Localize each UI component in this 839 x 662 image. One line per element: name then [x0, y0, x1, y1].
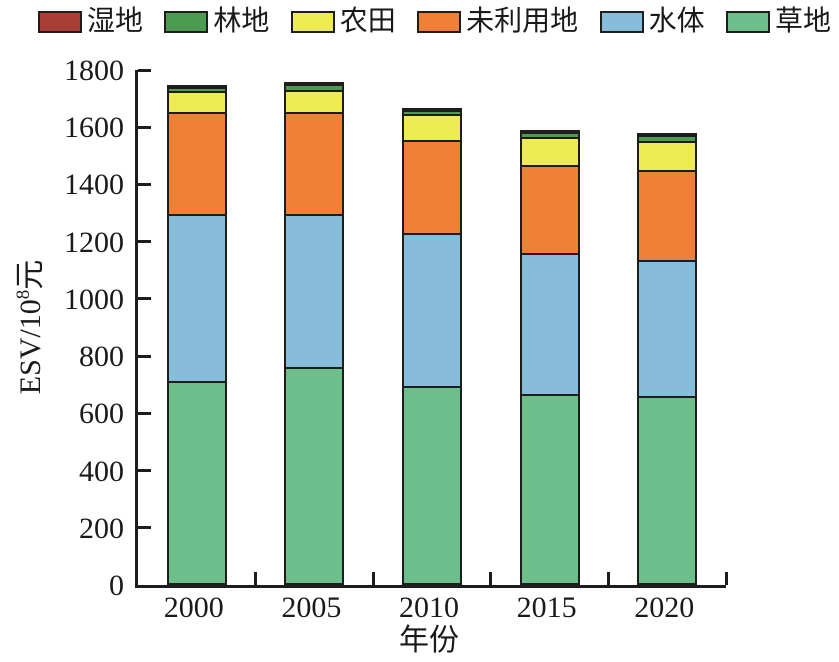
y-axis-tick [138, 240, 151, 244]
bar-segment-2020-林地 [638, 136, 697, 142]
bar-segment-2015-草地 [520, 395, 579, 584]
y-axis-tick [138, 125, 151, 129]
bar-segment-2010-农田 [403, 114, 461, 141]
bar-segment-2020-草地 [638, 396, 697, 584]
y-tick-label: 1000 [64, 282, 124, 316]
x-tick-label-2015: 2015 [516, 591, 577, 624]
y-tick-label: 1600 [64, 111, 124, 145]
legend-item-6: 草地 [725, 6, 831, 37]
legend-label: 林地 [213, 6, 270, 37]
legend: 湿地 林地 农田 未利用地 水体 草地 [38, 4, 831, 40]
bar-segment-2010-草地 [403, 386, 461, 584]
x-tick-label-2005: 2005 [281, 591, 342, 624]
bar-segment-2020-湿地 [638, 134, 697, 137]
bar-segment-2000-林地 [167, 87, 226, 92]
legend-label: 农田 [339, 6, 396, 37]
legend-swatch-icon [599, 11, 644, 33]
legend-item-1: 湿地 [38, 8, 143, 36]
bar-segment-2020-水体 [638, 260, 697, 397]
x-axis-tick [606, 572, 610, 585]
y-axis-tick [138, 182, 151, 186]
y-tick-label: 200 [79, 511, 124, 545]
bar-segment-2005-草地 [285, 368, 344, 584]
legend-label: 未利用地 [466, 6, 579, 37]
bar-segment-2000-未利用地 [167, 113, 226, 215]
y-tick-label: 400 [79, 454, 124, 488]
bar-segment-2010-未利用地 [403, 140, 461, 234]
x-tick-label-2010: 2010 [398, 591, 459, 624]
bar-segment-2005-林地 [285, 84, 344, 91]
legend-swatch-icon [417, 11, 462, 33]
bar-segment-2005-未利用地 [285, 113, 344, 215]
bar-segment-2020-未利用地 [638, 170, 697, 261]
bar-segment-2005-水体 [285, 214, 344, 368]
bar-segment-2015-湿地 [520, 131, 579, 134]
legend-swatch-icon [725, 11, 770, 33]
legend-item-4: 未利用地 [417, 8, 578, 36]
y-tick-label: 0 [109, 569, 124, 602]
y-axis-tick [138, 68, 151, 72]
x-tick-label-2000: 2000 [163, 591, 224, 624]
bar-segment-2015-农田 [520, 137, 579, 167]
stacked-bar-2015 [519, 130, 580, 585]
bar-segment-2015-林地 [520, 133, 579, 138]
x-tick-label-2020: 2020 [634, 591, 695, 624]
y-axis-tick [138, 297, 151, 301]
bar-segment-2010-湿地 [403, 108, 461, 111]
y-axis-title: ESV/108元 [13, 260, 47, 395]
stacked-bar-2005 [284, 81, 345, 585]
bar-segment-2000-草地 [167, 382, 226, 584]
x-axis-tick [254, 572, 258, 585]
y-tick-label: 1800 [64, 54, 124, 87]
bar-segment-2000-湿地 [167, 85, 226, 88]
legend-swatch-icon [164, 11, 209, 33]
stacked-bar-2010 [402, 107, 462, 585]
y-axis-tick [138, 526, 151, 530]
y-axis-tick [138, 411, 151, 415]
legend-swatch-icon [38, 11, 82, 33]
x-axis-title: 年份 [399, 624, 459, 657]
legend-swatch-icon [290, 11, 335, 33]
stacked-bar-2020 [637, 133, 698, 585]
plot-area [135, 68, 728, 588]
legend-item-2: 林地 [164, 8, 269, 36]
legend-label: 水体 [648, 6, 705, 37]
y-tick-label: 1400 [64, 168, 124, 202]
bar-segment-2005-农田 [285, 90, 344, 114]
stacked-bar-2000 [166, 84, 227, 585]
x-axis-tick [724, 572, 728, 585]
y-axis-tick [138, 354, 151, 358]
legend-item-5: 水体 [599, 6, 705, 37]
x-axis-tick [371, 572, 375, 585]
y-tick-label: 600 [79, 397, 124, 431]
bar-segment-2020-农田 [638, 141, 697, 171]
y-axis-tick [138, 469, 151, 473]
bar-segment-2015-未利用地 [520, 166, 579, 254]
legend-label: 草地 [774, 6, 831, 37]
legend-item-3: 农田 [290, 6, 396, 37]
bar-segment-2010-林地 [403, 110, 461, 115]
bar-segment-2005-湿地 [285, 82, 344, 85]
bar-segment-2000-水体 [167, 214, 226, 383]
bar-segment-2015-水体 [520, 253, 579, 396]
bar-segment-2000-农田 [167, 91, 226, 114]
y-tick-label: 1200 [64, 225, 124, 259]
x-axis-tick [489, 572, 493, 585]
y-tick-label: 800 [79, 340, 124, 374]
legend-label: 湿地 [87, 6, 144, 37]
bar-segment-2010-水体 [403, 233, 461, 387]
